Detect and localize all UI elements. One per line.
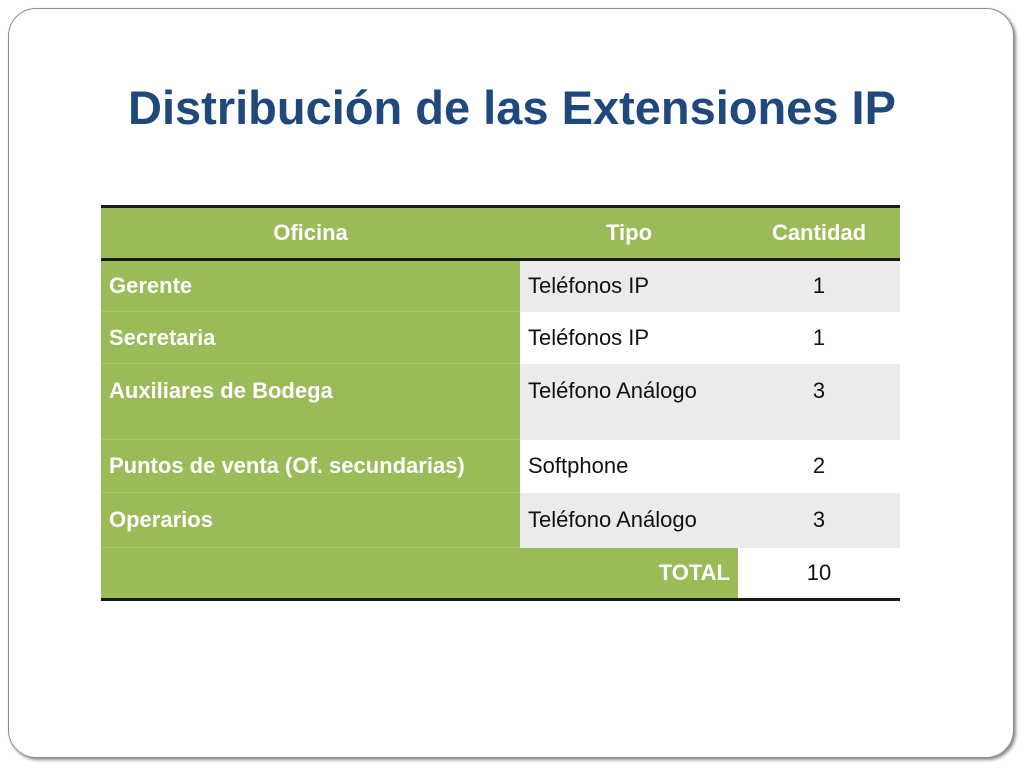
table-row: Auxiliares de Bodega Teléfono Análogo 3	[101, 363, 900, 440]
cell-cantidad: 3	[738, 492, 900, 548]
total-row: TOTAL 10	[101, 547, 900, 600]
cell-cantidad: 1	[738, 311, 900, 364]
total-label: TOTAL	[101, 547, 738, 600]
cell-cantidad: 1	[738, 259, 900, 312]
cell-tipo: Teléfonos IP	[520, 259, 738, 312]
cell-oficina: Auxiliares de Bodega	[101, 363, 520, 440]
table-row: Gerente Teléfonos IP 1	[101, 259, 900, 312]
table-row: Secretaria Teléfonos IP 1	[101, 311, 900, 364]
table-row: Puntos de venta (Of. secundarias) Softph…	[101, 439, 900, 493]
total-value: 10	[738, 547, 900, 600]
slide-title: Distribución de las Extensiones IP	[128, 81, 896, 134]
cell-cantidad: 2	[738, 439, 900, 493]
cell-oficina: Secretaria	[101, 311, 520, 364]
cell-oficina: Puntos de venta (Of. secundarias)	[101, 439, 520, 493]
table-row: Operarios Teléfono Análogo 3	[101, 492, 900, 548]
extensions-table: Oficina Tipo Cantidad Gerente Teléfonos …	[101, 205, 900, 601]
cell-oficina: Operarios	[101, 492, 520, 548]
table-header-row: Oficina Tipo Cantidad	[101, 206, 900, 261]
header-cantidad: Cantidad	[738, 206, 900, 261]
header-oficina: Oficina	[101, 206, 520, 261]
cell-tipo: Teléfono Análogo	[520, 363, 738, 440]
cell-tipo: Softphone	[520, 439, 738, 493]
cell-cantidad: 3	[738, 363, 900, 440]
header-tipo: Tipo	[520, 206, 738, 261]
cell-tipo: Teléfono Análogo	[520, 492, 738, 548]
cell-tipo: Teléfonos IP	[520, 311, 738, 364]
cell-oficina: Gerente	[101, 259, 520, 312]
